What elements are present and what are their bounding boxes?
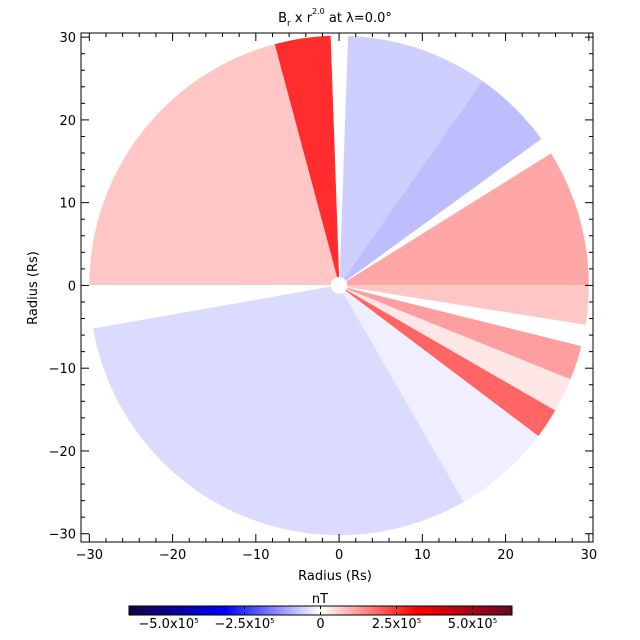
chart-title: Br x r2.0 at λ=0.0°: [278, 7, 392, 29]
colorbar-tick-label: 5.0x105: [448, 617, 497, 632]
colorbar-tick-label: 0: [316, 617, 324, 632]
y-tick-label: −30: [49, 528, 76, 543]
x-tick-labels: −30 −20 −10 0 10 20 30: [76, 548, 598, 563]
colorbar-tick-label: −5.0x105: [138, 617, 198, 632]
y-tick-label: 20: [59, 114, 76, 129]
axis-ticks: [81, 33, 593, 542]
colorbar-tick-label: 2.5x105: [372, 617, 421, 632]
plot-frame: [80, 32, 594, 543]
colorbar-ticks: −5.0x105 −2.5x105 0 2.5x105 5.0x105: [138, 606, 497, 632]
y-tick-label: 10: [59, 197, 76, 212]
x-tick-label: −20: [159, 548, 186, 563]
disk-sector-6: [87, 41, 340, 286]
x-tick-label: 30: [581, 548, 598, 563]
x-tick-label: −10: [242, 548, 269, 563]
disk-sector-0: [338, 151, 592, 286]
x-tick-label: 20: [497, 548, 514, 563]
x-tick-label: 10: [414, 548, 431, 563]
y-tick-label: 30: [59, 31, 76, 46]
colorbar-tick-label: −2.5x105: [214, 617, 274, 632]
y-tick-label: 0: [68, 279, 76, 294]
y-tick-label: −10: [49, 362, 76, 377]
colorbar-title: nT: [312, 592, 328, 607]
y-tick-label: −20: [49, 445, 76, 460]
x-tick-label: −30: [76, 548, 103, 563]
x-axis-label: Radius (Rs): [298, 569, 372, 584]
y-tick-labels: −30 −20 −10 0 10 20 30: [49, 31, 76, 543]
x-tick-label: 0: [335, 548, 343, 563]
radial-field-disk: [87, 33, 592, 538]
y-axis-label: Radius (Rs): [26, 251, 41, 325]
disk-sector-8: [90, 285, 466, 538]
disk-sector-3: [338, 33, 484, 287]
